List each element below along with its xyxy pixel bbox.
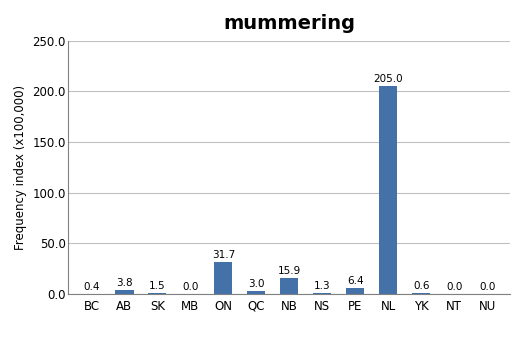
Title: mummering: mummering bbox=[224, 15, 355, 33]
Bar bbox=[412, 293, 430, 294]
Bar bbox=[148, 292, 166, 294]
Bar bbox=[379, 86, 397, 294]
Bar bbox=[280, 278, 298, 294]
Text: 205.0: 205.0 bbox=[373, 74, 403, 84]
Text: 0.0: 0.0 bbox=[479, 282, 495, 292]
Bar bbox=[115, 290, 134, 294]
Text: 0.6: 0.6 bbox=[413, 282, 429, 291]
Text: 3.0: 3.0 bbox=[248, 279, 265, 289]
Bar bbox=[247, 291, 266, 294]
Text: 15.9: 15.9 bbox=[278, 266, 301, 276]
Text: 0.0: 0.0 bbox=[182, 282, 199, 292]
Bar bbox=[214, 262, 232, 294]
Text: 3.8: 3.8 bbox=[116, 278, 133, 288]
Y-axis label: Frequency index (x100,000): Frequency index (x100,000) bbox=[14, 85, 27, 250]
Text: 1.3: 1.3 bbox=[314, 281, 330, 291]
Text: 6.4: 6.4 bbox=[347, 275, 363, 286]
Bar bbox=[313, 293, 331, 294]
Text: 0.0: 0.0 bbox=[446, 282, 462, 292]
Bar bbox=[346, 288, 365, 294]
Text: 31.7: 31.7 bbox=[212, 250, 235, 260]
Text: 0.4: 0.4 bbox=[83, 282, 100, 292]
Text: 1.5: 1.5 bbox=[149, 281, 166, 290]
